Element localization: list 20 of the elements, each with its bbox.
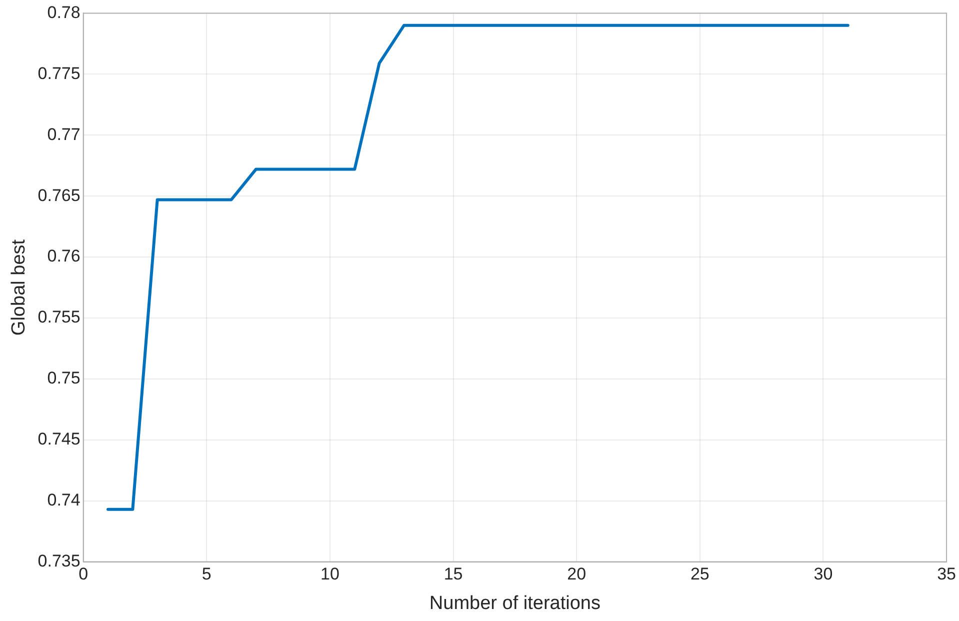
x-tick-label: 5: [202, 564, 212, 584]
y-tick-label: 0.775: [38, 64, 80, 83]
x-tick-label: 15: [444, 564, 463, 584]
y-tick-label: 0.765: [38, 186, 80, 205]
x-tick-label: 10: [320, 564, 340, 584]
y-axis-title: Global best: [8, 238, 30, 336]
x-tick-label: 35: [937, 564, 956, 584]
y-tick-label: 0.76: [47, 246, 80, 266]
x-tick-label: 20: [567, 564, 586, 584]
y-tick-label: 0.745: [38, 430, 80, 449]
y-tick-label: 0.74: [47, 490, 80, 510]
y-tick-label: 0.77: [47, 124, 80, 144]
y-tick-label: 0.755: [38, 308, 80, 327]
x-tick-label: 25: [690, 564, 710, 584]
x-tick-label: 0: [78, 564, 88, 584]
x-tick-label: 30: [814, 564, 833, 584]
y-tick-label: 0.78: [47, 2, 80, 22]
y-tick-label: 0.735: [38, 551, 80, 570]
y-tick-label: 0.75: [47, 368, 80, 388]
x-axis-title: Number of iterations: [429, 592, 600, 614]
